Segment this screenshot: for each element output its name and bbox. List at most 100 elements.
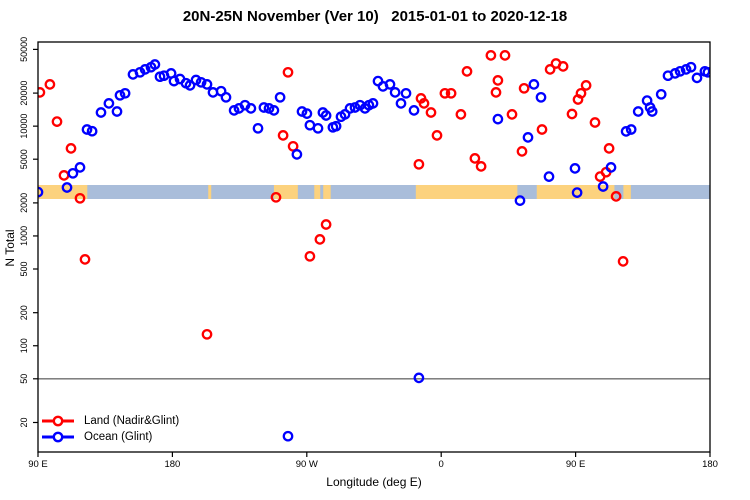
data-point — [518, 82, 530, 94]
data-point — [655, 88, 667, 100]
data-point — [516, 146, 528, 157]
data-point — [605, 162, 617, 173]
data-point — [617, 256, 629, 267]
y-tick-label: 200 — [19, 305, 29, 320]
data-point — [610, 191, 622, 202]
data-point — [86, 125, 98, 137]
data-point — [522, 132, 534, 143]
data-point — [506, 109, 518, 120]
data-point — [691, 72, 703, 84]
data-point — [330, 120, 342, 132]
data-point — [603, 143, 615, 154]
data-point — [620, 126, 632, 137]
data-point — [245, 103, 257, 114]
data-point — [580, 80, 592, 91]
data-point — [445, 87, 457, 99]
axis-box — [37, 41, 711, 453]
data-point — [490, 87, 502, 98]
data-point — [702, 66, 711, 78]
data-point — [439, 87, 451, 99]
data-point — [425, 107, 437, 118]
data-point — [282, 430, 294, 442]
y-tick-label: 5000 — [19, 149, 29, 169]
data-point — [475, 161, 487, 172]
data-point — [67, 167, 79, 179]
data-point — [632, 106, 644, 117]
data-point — [528, 79, 540, 90]
data-point — [103, 98, 115, 109]
data-point — [81, 124, 93, 135]
data-point — [536, 124, 548, 135]
data-point — [301, 108, 313, 119]
data-point — [184, 80, 196, 91]
y-tick-label: 100 — [19, 338, 29, 353]
data-point — [455, 109, 467, 120]
data-point — [413, 372, 425, 384]
data-point — [51, 116, 63, 127]
data-point — [485, 50, 497, 61]
y-tick-label: 50 — [19, 374, 29, 384]
data-point — [111, 106, 123, 117]
data-point — [597, 181, 609, 192]
data-point — [418, 98, 430, 109]
data-point — [499, 50, 511, 61]
map-strip-land-segment — [314, 185, 321, 199]
map-strip-land-segment — [323, 185, 331, 199]
legend-label-ocean: Ocean (Glint) — [84, 431, 153, 443]
data-point — [566, 108, 578, 120]
data-point — [367, 98, 379, 109]
map-strip-land-segment — [623, 185, 631, 199]
data-point — [571, 187, 583, 198]
data-point — [669, 68, 681, 79]
data-point — [569, 163, 581, 174]
data-point — [544, 64, 556, 75]
legend-item-land: Land (Nadir&Glint) — [41, 413, 179, 429]
x-axis-label: Longitude (deg E) — [326, 475, 422, 489]
data-point — [589, 117, 601, 128]
data-point — [139, 64, 151, 75]
data-point — [65, 143, 77, 154]
legend: Land (Nadir&Glint) Ocean (Glint) — [41, 413, 179, 445]
data-point — [304, 250, 316, 262]
y-tick-label: 20 — [19, 417, 29, 427]
data-point — [384, 79, 396, 90]
y-tick-label: 1000 — [19, 226, 29, 246]
x-tick-label: 90 E — [28, 459, 48, 470]
data-point — [389, 87, 401, 98]
y-tick-label: 10000 — [19, 114, 29, 139]
data-point — [314, 234, 326, 245]
y-axis-ticks: 20 50 100 200 500 1000 2000 5000 10000 20000 50000 — [19, 37, 38, 428]
data-point — [625, 124, 637, 135]
legend-label-land: Land (Nadir&Glint) — [84, 415, 180, 427]
legend-item-ocean: Ocean (Glint) — [41, 429, 179, 445]
data-point — [492, 75, 504, 86]
data-point — [685, 61, 697, 73]
data-point — [413, 158, 425, 170]
data-point — [320, 219, 332, 230]
data-point — [258, 102, 270, 113]
y-tick-label: 2000 — [19, 193, 29, 213]
data-point — [557, 61, 569, 72]
data-point — [646, 106, 658, 117]
data-point — [274, 91, 286, 103]
data-point — [220, 91, 232, 103]
data-point — [268, 105, 280, 116]
data-point — [37, 87, 46, 98]
data-point — [114, 89, 126, 101]
data-point — [119, 87, 131, 99]
data-point — [535, 91, 547, 103]
data-point — [469, 153, 481, 164]
x-tick-label: 90 E — [566, 459, 586, 470]
ocean-legend-glyph — [42, 431, 74, 443]
x-tick-label: 0 — [439, 459, 444, 470]
x-axis-ticks: 90 E 180 90 W 0 90 E 180 — [28, 452, 718, 470]
data-point — [195, 76, 207, 88]
data-point — [320, 110, 332, 121]
data-point — [287, 140, 299, 152]
data-point — [395, 98, 407, 109]
data-point — [291, 149, 303, 160]
data-point — [312, 122, 324, 134]
data-point — [431, 130, 443, 141]
data-point — [201, 328, 213, 340]
